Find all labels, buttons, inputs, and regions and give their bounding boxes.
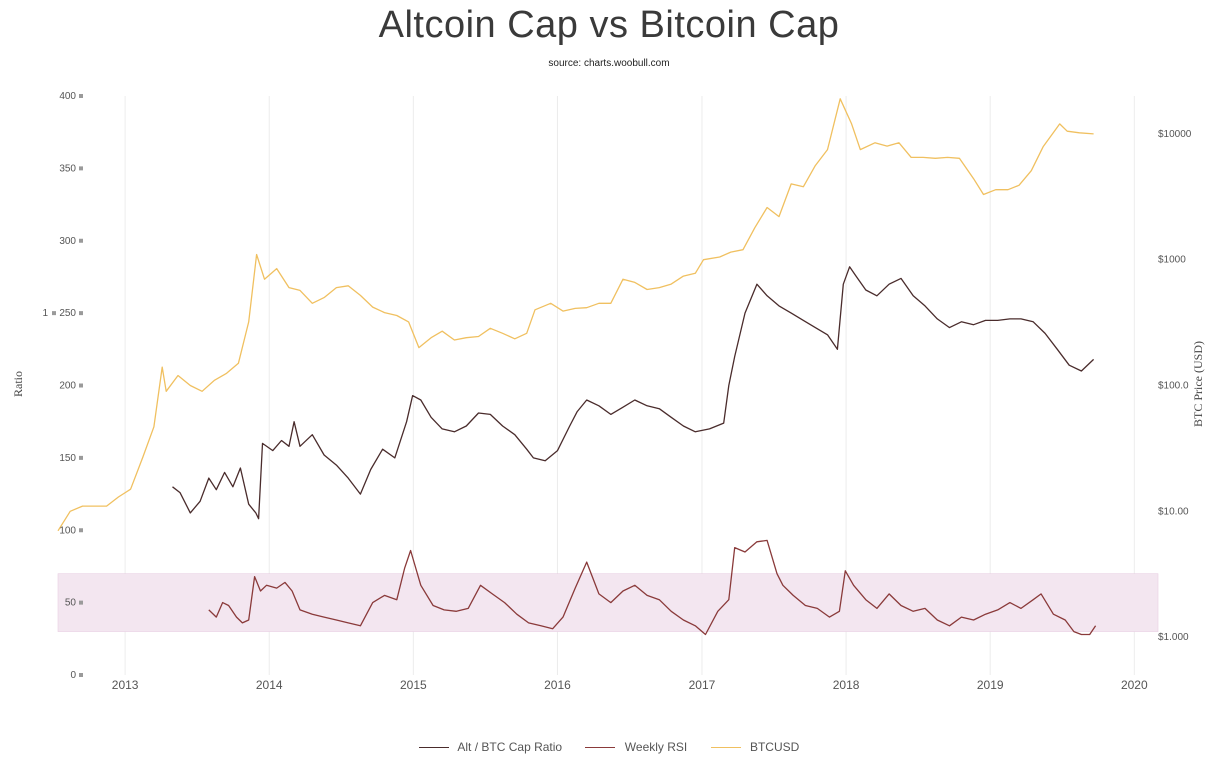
- series-layer: [57, 98, 1097, 636]
- x-tick-label-2015: 2015: [400, 678, 427, 692]
- y-tick-marker-350: [79, 166, 83, 171]
- y-tick-label-left-50: 50: [65, 598, 77, 609]
- y-tick-marker-150: [79, 455, 83, 460]
- x-tick-label-2019: 2019: [977, 678, 1004, 692]
- y-tick-marker-200: [79, 383, 83, 388]
- rsi-line: [208, 539, 1097, 636]
- y-tick-label-right-1: $1.000: [1158, 632, 1189, 643]
- y-tick-label-right-1000: $1000: [1158, 255, 1186, 266]
- legend-label-btcusd: BTCUSD: [749, 740, 800, 754]
- y-tick-label-right-10000: $10000: [1158, 129, 1192, 140]
- legend-label-rsi: Weekly RSI: [624, 740, 688, 754]
- y-tick-label-left-0: 0: [70, 670, 76, 681]
- chart-title: Altcoin Cap vs Bitcoin Cap: [378, 4, 840, 46]
- legend-item-rsi[interactable]: Weekly RSI: [585, 740, 687, 754]
- y-tick-marker-250: [79, 311, 83, 316]
- legend-item-btcusd[interactable]: BTCUSD: [710, 740, 800, 754]
- x-tick-label-2013: 2013: [112, 678, 139, 692]
- y-tick-marker-0: [79, 673, 83, 677]
- y-axis-title-right: BTC Price (USD): [1191, 341, 1205, 427]
- y-tick-label-right-100: $100.0: [1158, 381, 1189, 392]
- x-tick-label-2020: 2020: [1121, 678, 1148, 692]
- legend-item-ratio[interactable]: Alt / BTC Cap Ratio: [418, 740, 563, 754]
- y-tick-marker-300: [79, 238, 83, 243]
- btcusd-line: [57, 98, 1094, 532]
- x-tick-label-2018: 2018: [833, 678, 860, 692]
- x-tick-label-2017: 2017: [689, 678, 716, 692]
- y-tick-label-left-300: 300: [59, 236, 76, 247]
- y-tick-marker-50: [79, 600, 83, 605]
- chart-subtitle: source: charts.woobull.com: [548, 58, 670, 69]
- y-tick-label-left-150: 150: [59, 453, 76, 464]
- y-tick-label-left-200: 200: [59, 381, 76, 392]
- y-tick-marker-100: [79, 528, 83, 533]
- y-tick-marker-extra: [52, 311, 56, 316]
- y-tick-label-extra: 1: [42, 308, 48, 319]
- y-tick-label-left-100: 100: [59, 525, 76, 536]
- y-tick-label-left-250: 250: [59, 308, 76, 319]
- y-tick-label-left-350: 350: [59, 163, 76, 174]
- legend-swatch-btcusd: [710, 747, 741, 749]
- legend: Alt / BTC Cap Ratio Weekly RSI BTCUSD: [0, 740, 1218, 754]
- legend-label-ratio: Alt / BTC Cap Ratio: [457, 740, 563, 754]
- x-tick-label-2016: 2016: [544, 678, 571, 692]
- legend-swatch-rsi: [585, 747, 616, 749]
- x-tick-label-2014: 2014: [256, 678, 283, 692]
- y-axis-title-left: Ratio: [11, 371, 25, 397]
- y-tick-marker-400: [79, 94, 83, 98]
- y-tick-label-left-400: 400: [59, 91, 76, 102]
- ratio-line: [172, 266, 1095, 520]
- axis-layer: 2013 2014 2015 2016 2017 2018 2019 2020 0 50 100 15…: [42, 91, 1191, 692]
- legend-swatch-ratio: [418, 747, 449, 749]
- y-tick-label-right-10: $10.00: [1158, 506, 1189, 517]
